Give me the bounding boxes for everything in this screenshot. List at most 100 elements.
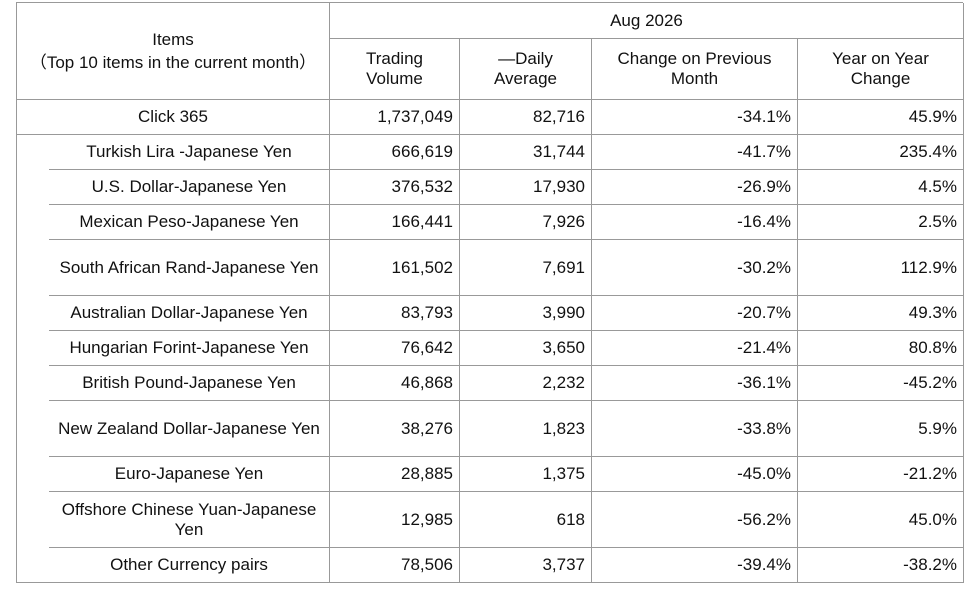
value: 235.4% — [899, 142, 957, 161]
value-cell: 1,737,049 — [330, 100, 460, 135]
value: 12,985 — [401, 509, 453, 529]
item-name: Euro-Japanese Yen — [114, 464, 264, 483]
value-cell: -20.7% — [592, 296, 798, 331]
value-cell: -39.4% — [592, 548, 798, 583]
value-cell: 3,650 — [460, 331, 592, 366]
value: -36.1% — [737, 373, 791, 392]
value: -39.4% — [737, 555, 791, 574]
value: 3,990 — [542, 303, 585, 322]
value: 45.9% — [908, 107, 957, 126]
value: 618 — [556, 509, 585, 529]
value: -16.4% — [737, 212, 791, 231]
item-cell: Euro-Japanese Yen — [49, 457, 330, 492]
value: -45.0% — [737, 464, 791, 483]
value: 5.9% — [918, 418, 957, 438]
value-cell: -30.2% — [592, 240, 798, 296]
item-name: South African Rand-Japanese Yen — [59, 257, 319, 277]
value: 28,885 — [401, 464, 453, 483]
column-header: —Daily Average — [460, 39, 592, 100]
value: 1,375 — [542, 464, 585, 483]
item-name: Click 365 — [138, 107, 208, 126]
column-header: Trading Volume — [330, 39, 460, 100]
item-cell: Turkish Lira -Japanese Yen — [49, 135, 330, 170]
value-cell: 45.9% — [798, 100, 964, 135]
indent-cell — [17, 135, 49, 583]
value-cell: 3,990 — [460, 296, 592, 331]
value-cell: -26.9% — [592, 170, 798, 205]
item-cell: South African Rand-Japanese Yen — [49, 240, 330, 296]
value-cell: 76,642 — [330, 331, 460, 366]
column-header: Change on Previous Month — [592, 39, 798, 100]
value-cell: -21.4% — [592, 331, 798, 366]
column-title: Trading Volume — [365, 49, 423, 88]
item-name: Mexican Peso-Japanese Yen — [79, 212, 299, 231]
value: 4.5% — [918, 177, 957, 196]
item-cell: Hungarian Forint-Japanese Yen — [49, 331, 330, 366]
value-cell: 7,926 — [460, 205, 592, 240]
value-cell: -36.1% — [592, 366, 798, 401]
value-cell: 78,506 — [330, 548, 460, 583]
item-name: New Zealand Dollar-Japanese Yen — [58, 418, 320, 438]
item-name: Offshore Chinese Yuan-Japanese Yen — [61, 499, 317, 539]
value: 666,619 — [391, 142, 453, 161]
value-cell: -45.0% — [592, 457, 798, 492]
value-cell: 4.5% — [798, 170, 964, 205]
item-cell: British Pound-Japanese Yen — [49, 366, 330, 401]
value-cell: -45.2% — [798, 366, 964, 401]
value: 161,502 — [391, 257, 453, 277]
data-table: Items （Top 10 items in the current month）… — [16, 2, 964, 583]
value-cell: 161,502 — [330, 240, 460, 296]
value-cell: -41.7% — [592, 135, 798, 170]
value: 3,737 — [542, 555, 585, 574]
value: -45.2% — [903, 373, 957, 392]
value-cell: 12,985 — [330, 492, 460, 548]
column-title: Change on Previous Month — [617, 49, 772, 88]
value: -21.4% — [737, 338, 791, 357]
item-name: Australian Dollar-Japanese Yen — [70, 303, 308, 322]
value-cell: 1,823 — [460, 401, 592, 457]
value-cell: 5.9% — [798, 401, 964, 457]
column-title: Year on Year Change — [832, 49, 929, 88]
value: -33.8% — [737, 418, 791, 438]
value: 38,276 — [401, 418, 453, 438]
value-cell: -16.4% — [592, 205, 798, 240]
value: 1,737,049 — [377, 107, 453, 126]
column-title: —Daily Average — [493, 49, 557, 88]
value: 49.3% — [908, 303, 957, 322]
item-name: Turkish Lira -Japanese Yen — [86, 142, 292, 161]
value-cell: 80.8% — [798, 331, 964, 366]
value: 7,926 — [542, 212, 585, 231]
value: 45.0% — [908, 509, 957, 529]
value-cell: 166,441 — [330, 205, 460, 240]
value-cell: 31,744 — [460, 135, 592, 170]
value-cell: 2.5% — [798, 205, 964, 240]
value: 3,650 — [542, 338, 585, 357]
value: 83,793 — [401, 303, 453, 322]
value-cell: 28,885 — [330, 457, 460, 492]
value-cell: -21.2% — [798, 457, 964, 492]
value: 7,691 — [542, 257, 585, 277]
value-cell: 666,619 — [330, 135, 460, 170]
value: 112.9% — [900, 257, 957, 277]
value-cell: 2,232 — [460, 366, 592, 401]
value: 376,532 — [391, 177, 453, 196]
item-cell: New Zealand Dollar-Japanese Yen — [49, 401, 330, 457]
value: 1,823 — [542, 418, 585, 438]
period-header: Aug 2026 — [330, 3, 964, 39]
value-cell: 45.0% — [798, 492, 964, 548]
item-cell: Australian Dollar-Japanese Yen — [49, 296, 330, 331]
value: -30.2% — [737, 257, 791, 277]
items-title: Items — [152, 29, 194, 49]
value-cell: 83,793 — [330, 296, 460, 331]
value-cell: 112.9% — [798, 240, 964, 296]
value-cell: 618 — [460, 492, 592, 548]
value-cell: -38.2% — [798, 548, 964, 583]
value: -20.7% — [737, 303, 791, 322]
value-cell: 376,532 — [330, 170, 460, 205]
item-cell: Mexican Peso-Japanese Yen — [49, 205, 330, 240]
item-cell: U.S. Dollar-Japanese Yen — [49, 170, 330, 205]
item-cell: Click 365 — [17, 100, 330, 135]
value-cell: 82,716 — [460, 100, 592, 135]
value: -26.9% — [737, 177, 791, 196]
item-name: Hungarian Forint-Japanese Yen — [69, 338, 309, 357]
